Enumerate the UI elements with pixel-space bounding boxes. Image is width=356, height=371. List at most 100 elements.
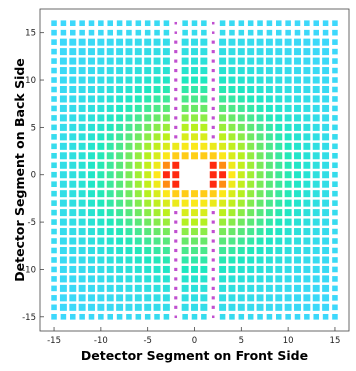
heatmap-cell xyxy=(322,152,330,160)
heatmap-cell xyxy=(211,135,215,139)
heatmap-cell xyxy=(144,284,152,292)
heatmap-cell xyxy=(174,267,178,272)
heatmap-cell xyxy=(312,209,320,217)
heatmap-cell xyxy=(134,95,142,103)
heatmap-cell xyxy=(332,134,338,140)
heatmap-cell xyxy=(51,162,57,169)
heatmap-cell xyxy=(106,284,114,292)
heatmap-cell xyxy=(312,48,320,56)
heatmap-cell xyxy=(88,161,95,169)
heatmap-cell xyxy=(303,218,311,226)
heatmap-cell xyxy=(332,304,338,311)
heatmap-cell xyxy=(322,265,330,273)
heatmap-cell xyxy=(78,95,86,103)
heatmap-cell xyxy=(191,76,198,84)
heatmap-cell xyxy=(174,106,178,111)
heatmap-cell xyxy=(294,247,301,255)
heatmap-cell xyxy=(284,114,292,122)
heatmap-cell xyxy=(237,256,245,264)
heatmap-cell xyxy=(116,86,124,94)
heatmap-cell xyxy=(219,29,226,36)
heatmap-cell xyxy=(284,171,292,179)
heatmap-cell xyxy=(97,95,105,103)
heatmap-cell xyxy=(125,209,133,217)
heatmap-cell xyxy=(78,228,86,236)
heatmap-cell xyxy=(256,199,264,207)
heatmap-cell xyxy=(247,294,255,302)
heatmap-cell xyxy=(312,104,320,112)
heatmap-cell xyxy=(275,95,283,103)
heatmap-cell xyxy=(134,67,142,75)
heatmap-cell xyxy=(172,190,180,198)
heatmap-cell xyxy=(275,86,283,94)
heatmap-cell xyxy=(322,20,329,27)
heatmap-cell xyxy=(78,209,86,217)
heatmap-cell xyxy=(303,142,311,150)
heatmap-cell xyxy=(153,190,161,198)
heatmap-cell xyxy=(125,284,133,292)
heatmap-cell xyxy=(211,220,215,224)
heatmap-cell xyxy=(69,247,77,255)
heatmap-cell xyxy=(332,67,338,74)
heatmap-cell xyxy=(181,123,189,131)
heatmap-cell xyxy=(200,199,208,207)
heatmap-cell xyxy=(219,57,227,65)
heatmap-cell xyxy=(126,29,132,36)
heatmap-cell xyxy=(211,31,215,34)
y-tick-label: 10 xyxy=(25,76,36,86)
heatmap-cell xyxy=(107,313,113,320)
heatmap-cell xyxy=(125,303,133,311)
heatmap-cell xyxy=(211,68,215,73)
heatmap-cell xyxy=(98,29,104,36)
heatmap-cell xyxy=(162,265,170,273)
heatmap-cell xyxy=(265,199,273,207)
heatmap-cell xyxy=(106,48,114,56)
heatmap-cell xyxy=(125,114,133,122)
heatmap-cell xyxy=(78,284,86,292)
heatmap-cell xyxy=(106,38,114,46)
heatmap-cell xyxy=(284,237,292,245)
heatmap-cell xyxy=(303,133,311,141)
heatmap-cell xyxy=(144,190,152,198)
heatmap-cell xyxy=(265,114,273,122)
heatmap-cell xyxy=(97,48,105,56)
heatmap-cell xyxy=(69,265,77,273)
heatmap-cell xyxy=(294,123,301,131)
heatmap-cell xyxy=(294,190,301,198)
heatmap-cell xyxy=(88,199,95,207)
heatmap-cell xyxy=(88,20,95,27)
heatmap-cell xyxy=(265,303,273,311)
heatmap-cell xyxy=(247,142,255,150)
heatmap-cell xyxy=(78,303,86,311)
heatmap-cell xyxy=(265,57,273,65)
heatmap-cell xyxy=(294,104,301,112)
heatmap-cell xyxy=(209,199,217,207)
heatmap-cell xyxy=(181,38,189,46)
heatmap-cell xyxy=(219,104,227,112)
heatmap-cell xyxy=(229,20,235,27)
heatmap-cell xyxy=(162,133,170,141)
heatmap-cell xyxy=(144,265,152,273)
heatmap-cell xyxy=(191,313,198,320)
heatmap-cell xyxy=(247,133,255,141)
heatmap-cell xyxy=(163,29,170,36)
heatmap-cell xyxy=(78,114,86,122)
heatmap-cell xyxy=(88,284,95,292)
heatmap-cell xyxy=(191,228,198,236)
heatmap-cell xyxy=(294,114,301,122)
heatmap-cell xyxy=(153,142,161,150)
heatmap-cell xyxy=(284,228,292,236)
heatmap-cell xyxy=(265,256,273,264)
heatmap-cell xyxy=(303,256,311,264)
heatmap-cell xyxy=(229,313,235,320)
heatmap-cell xyxy=(294,20,301,27)
heatmap-cell xyxy=(116,237,124,245)
heatmap-cell xyxy=(332,171,338,178)
heatmap-cell xyxy=(284,247,292,255)
heatmap-cell xyxy=(69,57,77,65)
heatmap-cell xyxy=(237,228,245,236)
heatmap-cell xyxy=(78,265,86,273)
heatmap-cell xyxy=(284,265,292,273)
heatmap-cell xyxy=(256,95,264,103)
heatmap-cell xyxy=(256,256,264,264)
